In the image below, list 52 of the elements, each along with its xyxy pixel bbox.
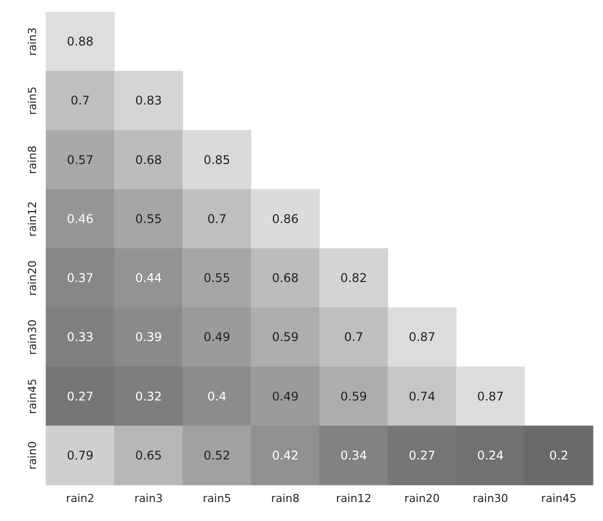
data-label: 0.68 [135, 152, 162, 167]
y-tick-label: rain45 [26, 378, 39, 414]
data-label: 0.83 [135, 94, 162, 108]
x-tick-label: rain45 [541, 492, 576, 505]
data-label: 0.74 [408, 389, 436, 404]
data-label: 0.65 [135, 448, 162, 462]
data-label: 0.88 [66, 34, 94, 49]
data-label: 0.87 [408, 330, 436, 344]
data-label: 0.57 [66, 152, 94, 167]
x-tick-label: rain20 [404, 492, 440, 505]
y-tick-label: rain12 [26, 201, 39, 237]
data-label: 0.34 [340, 448, 368, 462]
data-label: 0.24 [477, 448, 504, 462]
data-label: 0.59 [340, 389, 368, 404]
data-label: 0.33 [66, 330, 94, 344]
data-label: 0.49 [204, 330, 230, 344]
data-label: 0.86 [272, 212, 299, 226]
data-label: 0.55 [135, 212, 162, 226]
data-label: 0.39 [135, 330, 162, 344]
x-tick-label: rain2 [66, 492, 94, 505]
y-tick-label: rain30 [26, 320, 39, 355]
data-label: 0.2 [549, 448, 568, 462]
data-label: 0.37 [66, 271, 94, 286]
data-label: 0.79 [66, 448, 94, 462]
y-tick-label: rain0 [26, 441, 39, 470]
data-label: 0.87 [477, 389, 504, 404]
data-label: 0.85 [204, 152, 230, 167]
data-label: 0.55 [204, 271, 230, 286]
y-tick-label: rain20 [26, 260, 39, 296]
data-label: 0.46 [66, 212, 94, 226]
data-label: 0.42 [272, 448, 299, 462]
data-label: 0.4 [207, 389, 226, 404]
data-label: 0.82 [340, 271, 368, 286]
x-tick-label: rain5 [202, 492, 232, 505]
data-label: 0.52 [204, 448, 230, 462]
data-label: 0.44 [135, 271, 162, 286]
data-label: 0.59 [272, 330, 299, 344]
data-label: 0.68 [272, 271, 299, 286]
x-tick-label: rain30 [472, 492, 508, 505]
data-label: 0.27 [408, 448, 436, 462]
data-label: 0.7 [344, 330, 364, 344]
x-tick-label: rain3 [134, 492, 163, 505]
data-label: 0.7 [207, 212, 226, 226]
data-label: 0.32 [135, 389, 162, 404]
y-tick-label: rain3 [26, 27, 39, 56]
x-tick-label: rain12 [336, 492, 372, 505]
data-label: 0.7 [70, 94, 90, 108]
y-tick-label: rain5 [26, 86, 39, 115]
x-tick-label: rain8 [271, 492, 300, 505]
data-label: 0.27 [66, 389, 94, 404]
data-label: 0.49 [272, 389, 299, 404]
y-tick-label: rain8 [26, 146, 39, 174]
